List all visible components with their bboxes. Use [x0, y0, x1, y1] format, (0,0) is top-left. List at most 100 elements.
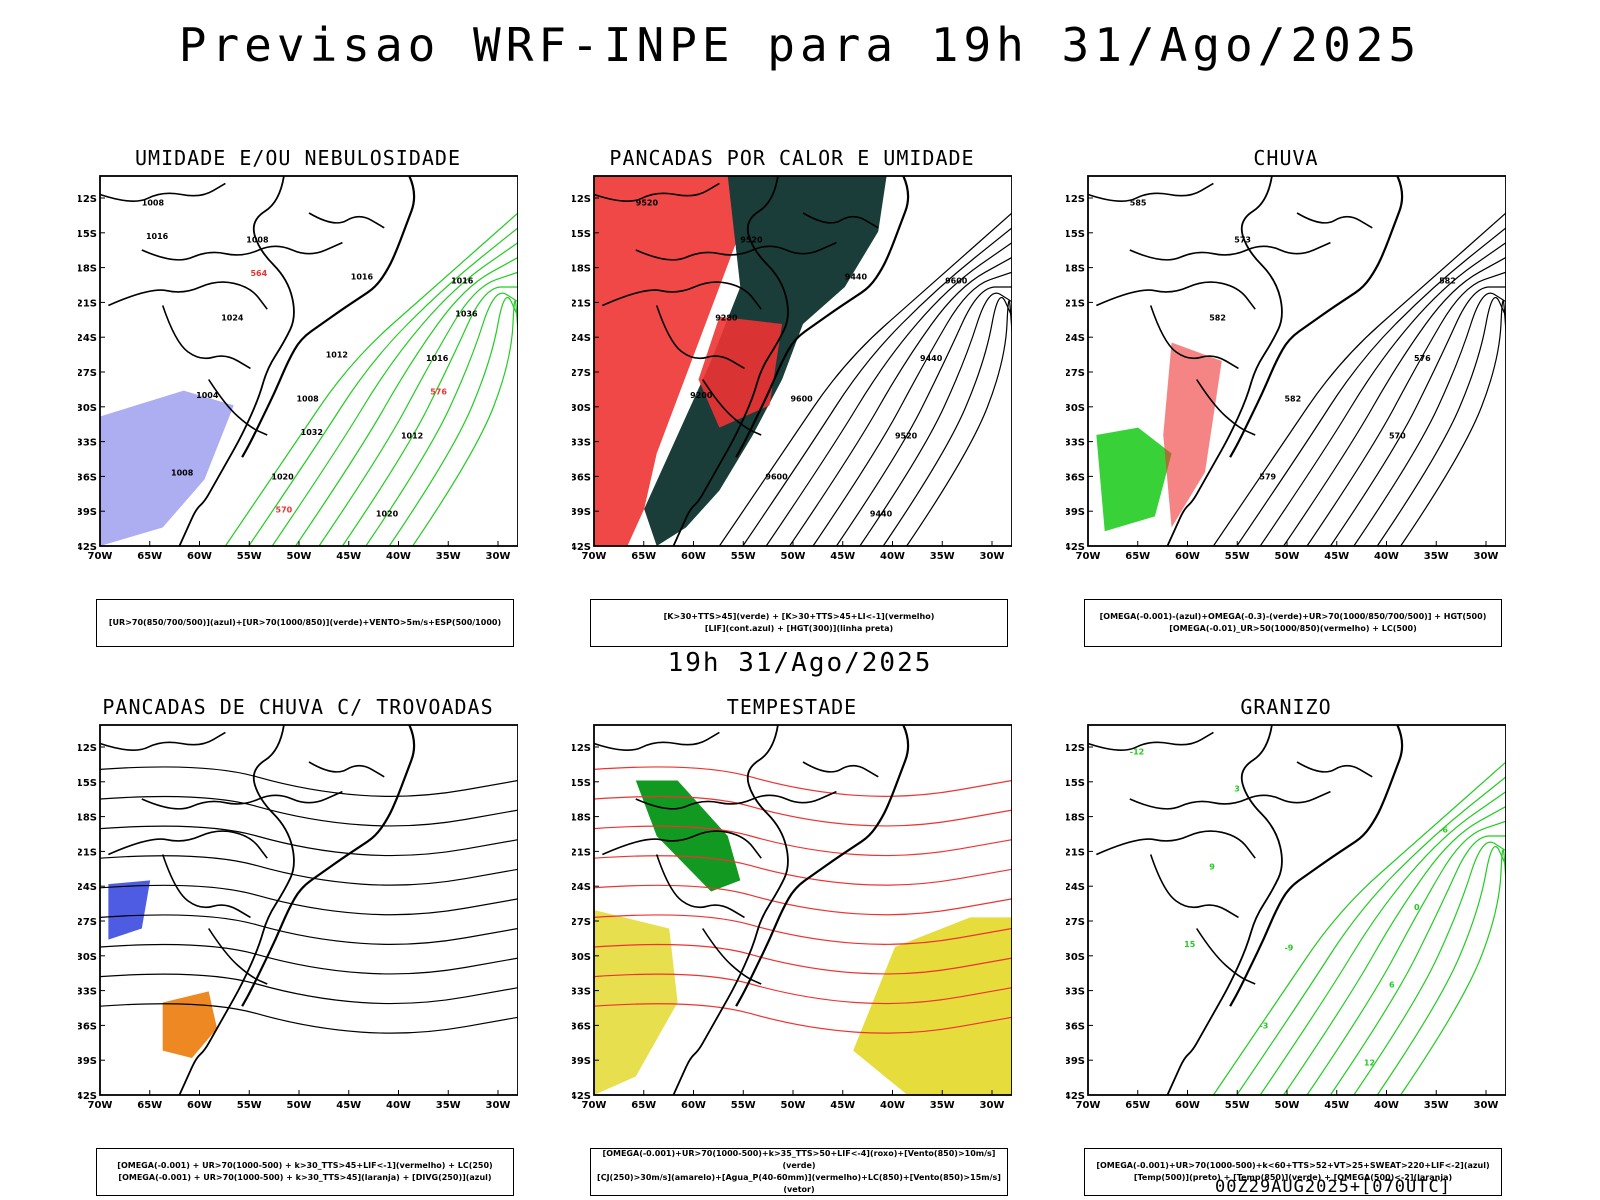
lat-label: 27S: [1066, 917, 1085, 928]
country-border: [1296, 761, 1373, 778]
field-layer: [100, 390, 234, 546]
lat-label: 36S: [572, 1021, 591, 1032]
contour-line: [1212, 761, 1506, 1096]
panel-legend: [OMEGA(-0.001)+UR>70(1000-500)+k>35_TTS>…: [590, 1148, 1008, 1196]
lat-label: 39S: [572, 507, 591, 518]
country-border: [161, 305, 251, 370]
lon-label: 65W: [1125, 1100, 1150, 1111]
rain-red-area: [1163, 342, 1222, 528]
lat-label: 18S: [1066, 813, 1085, 824]
contour-value-label: 9440: [920, 354, 943, 363]
country-border: [1096, 830, 1256, 859]
lat-label: 15S: [78, 778, 97, 789]
lon-label: 45W: [336, 551, 361, 562]
country-border: [161, 854, 251, 919]
lat-label: 30S: [1066, 403, 1085, 414]
lat-label: 15S: [1066, 229, 1085, 240]
lat-label: 42S: [78, 1091, 97, 1102]
country-border: [702, 379, 762, 436]
country-border: [602, 281, 762, 310]
andes-border: [178, 175, 295, 547]
country-border: [1096, 281, 1256, 310]
contour-value-label: -6: [1439, 825, 1448, 834]
contour-line: [765, 242, 1012, 547]
lat-label: 21S: [572, 298, 591, 309]
map-pancadas-trovoadas: 12S 15S 18S 21S 24S 27S 30S 33S 36S 39S 42S 70W 65W 6…: [78, 723, 518, 1128]
contour-line: [1259, 242, 1506, 547]
country-border: [593, 182, 720, 202]
panel-title: PANCADAS DE CHUVA C/ TROVOADAS: [102, 695, 494, 719]
lat-label: 27S: [572, 368, 591, 379]
lat-label: 21S: [1066, 847, 1085, 858]
map-umidade: 12S 15S 18S 21S 24S 27S 30S 33S 36S 39S 42S 70W 65W 6…: [78, 174, 518, 579]
country-border: [802, 212, 879, 229]
lon-label: 70W: [582, 551, 607, 562]
contour-line: [1400, 849, 1506, 1096]
lat-label: 15S: [1066, 778, 1085, 789]
legend-line: [OMEGA(-0.001) + UR>70(1000-500) + k>30_…: [118, 1173, 492, 1182]
lat-label: 24S: [1066, 333, 1085, 344]
contour-line: [882, 297, 1012, 547]
lon-label: 35W: [930, 551, 955, 562]
field-layer: [108, 880, 218, 1058]
lon-label: 70W: [582, 1100, 607, 1111]
country-border: [308, 212, 385, 229]
page-title: Previsao WRF-INPE para 19h 31/Ago/2025: [178, 18, 1422, 72]
lon-label: 55W: [731, 1100, 756, 1111]
contour-line: [593, 825, 1012, 857]
legend-line: [OMEGA(-0.001)+UR>70(1000-500)+k>35_TTS>…: [602, 1149, 996, 1170]
lat-label: 36S: [572, 472, 591, 483]
contour-line: [1376, 846, 1506, 1096]
contour-layer: [224, 212, 518, 547]
lat-label: 12S: [572, 194, 591, 205]
contour-line: [271, 242, 518, 547]
country-border: [702, 928, 762, 985]
country-border: [1196, 928, 1256, 985]
contour-line: [99, 1003, 518, 1034]
contour-line: [1283, 256, 1506, 547]
lat-label: 39S: [78, 507, 97, 518]
panel-granizo: GRANIZO 12S 15S 18S 21S 24S 27S 30S 33S 36S 39S 42…: [1066, 695, 1506, 1196]
andes-border: [1166, 724, 1283, 1096]
lon-label: 60W: [681, 551, 706, 562]
map-frame: [593, 175, 1012, 547]
contour-value-label: 9280: [715, 313, 738, 322]
contour-line: [1376, 297, 1506, 547]
contour-value-label: 1008: [142, 199, 165, 208]
lon-label: 70W: [88, 551, 113, 562]
lat-label: 36S: [78, 472, 97, 483]
lon-label: 35W: [1424, 551, 1449, 562]
lon-label: 55W: [1225, 551, 1250, 562]
contour-line: [295, 256, 518, 547]
panel-umidade: UMIDADE E/OU NEBULOSIDADE 12S 15S 18S 21S 24…: [78, 146, 518, 647]
lon-label: 60W: [1175, 1100, 1200, 1111]
lat-label: 30S: [572, 403, 591, 414]
map-chuva: 12S 15S 18S 21S 24S 27S 30S 33S 36S 39S 42S 70W 65W 6…: [1066, 174, 1506, 579]
lon-label: 70W: [1076, 551, 1101, 562]
legend-line: [OMEGA(-0.001)-(azul)+OMEGA(-0.3)-(verde…: [1099, 612, 1487, 621]
lon-label: 35W: [930, 1100, 955, 1111]
lon-label: 40W: [386, 551, 411, 562]
contour-line: [99, 766, 518, 797]
lat-label: 24S: [1066, 882, 1085, 893]
instability-red-area: [594, 176, 741, 546]
lon-label: 50W: [287, 551, 312, 562]
contour-value-label: -3: [1259, 1021, 1268, 1030]
lat-label: 33S: [78, 438, 97, 449]
lon-label: 35W: [436, 551, 461, 562]
legend-line: [K>30+TTS>45](verde) + [K>30+TTS>45+LI<-…: [663, 612, 935, 621]
country-border: [141, 241, 343, 261]
contour-value-label: 6: [1389, 981, 1395, 990]
storm-orange-area: [162, 991, 218, 1058]
contour-line: [859, 292, 1012, 547]
lon-label: 30W: [486, 1100, 511, 1111]
lon-label: 65W: [137, 551, 162, 562]
contour-line: [593, 884, 1012, 916]
contour-value-label: 1012: [326, 350, 348, 359]
field-layer: [594, 780, 1012, 1095]
legend-line: [OMEGA(-0.01)_UR>50(1000/850)(vermelho) …: [1169, 624, 1417, 633]
contour-value-label: 570: [1389, 432, 1406, 441]
contour-line: [593, 914, 1012, 945]
lat-label: 21S: [572, 847, 591, 858]
